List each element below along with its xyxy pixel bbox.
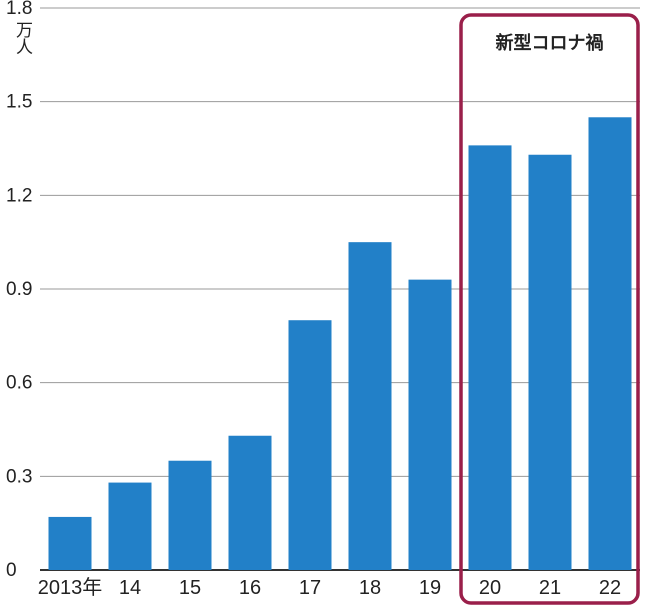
y-tick-label: 1.2: [6, 185, 32, 206]
y-tick-label: 0: [6, 560, 17, 581]
x-tick-label: 21: [539, 577, 561, 599]
x-tick-label: 17: [299, 577, 321, 599]
y-tick-label: 0.9: [6, 279, 32, 300]
x-tick-label: 20: [479, 577, 501, 599]
bar: [468, 145, 512, 570]
x-tick-labels: 2013年 14 15 16 17 18 19 20 21 22: [38, 576, 621, 599]
bar: [528, 154, 572, 570]
x-tick-label: 14: [119, 577, 141, 599]
x-tick-label: 22: [599, 577, 621, 599]
bar: [228, 435, 272, 570]
x-tick-label: 19: [419, 577, 441, 599]
x-tick-label: 2013年: [38, 576, 103, 599]
y-tick-label: 1.5: [6, 92, 32, 113]
bar: [48, 516, 92, 570]
bar: [588, 117, 632, 571]
bar: [348, 242, 392, 570]
y-tick-label: 0.6: [6, 373, 32, 394]
bar: [288, 320, 332, 570]
bar: [108, 482, 152, 570]
x-tick-label: 18: [359, 577, 381, 599]
highlight-box: [459, 13, 640, 605]
highlight-label: 新型コロナ禍: [496, 32, 604, 54]
y-tick-labels: 0 0.3 0.6 0.9 1.2 1.5 1.8: [6, 0, 32, 581]
y-tick-label: 0.3: [6, 466, 32, 487]
bars: [48, 117, 632, 571]
y-tick-label: 1.8: [6, 0, 32, 19]
x-tick-label: 16: [239, 577, 261, 599]
y-axis-unit-label: 万人: [12, 21, 33, 55]
bar: [168, 460, 212, 570]
bar: [408, 279, 452, 570]
x-tick-label: 15: [179, 577, 201, 599]
